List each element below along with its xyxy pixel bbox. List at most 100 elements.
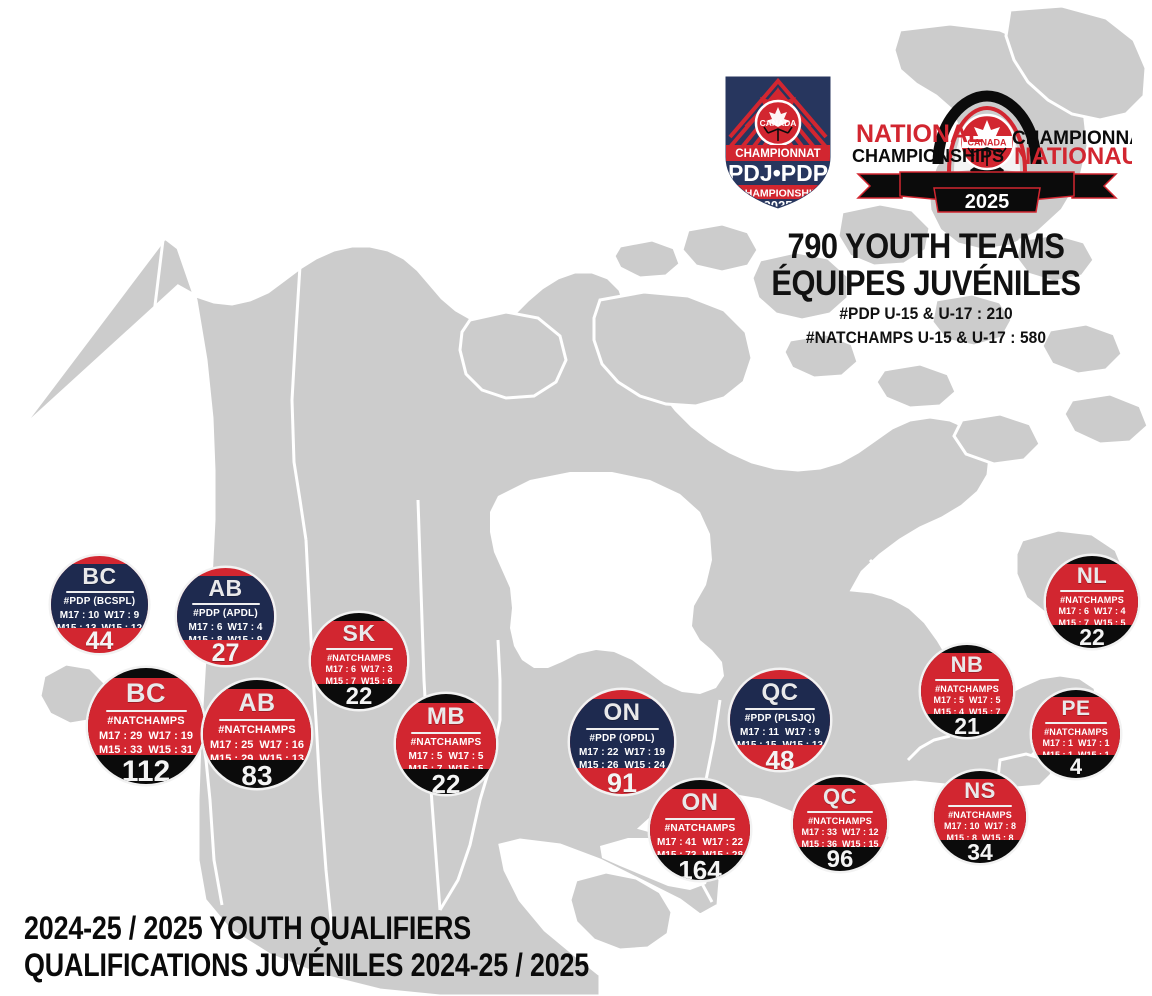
badge-inner-bc-natchamps: BC #NATCHAMPS M17 : 29 W17 : 19 M15 : 33 W15 … xyxy=(88,678,204,755)
count-lines: M17 : 5 W17 : 5 M15 : 7 W15 : 5 xyxy=(396,750,496,770)
badge-inner-ns-natchamps: NS #NATCHAMPS M17 : 10 W17 : 8 M15 : 8 W15 : … xyxy=(934,779,1026,840)
count-w17: W17 : 5 xyxy=(969,695,1001,706)
badge-divider xyxy=(325,648,393,650)
soccer-ball-lines xyxy=(763,126,793,141)
count-w15: W15 : 12 xyxy=(101,622,143,629)
count-w15: W15 : 13 xyxy=(259,752,305,760)
badge-on-pdp[interactable]: ON #PDP (OPDL) M17 : 22 W17 : 19 M15 : 26 W15… xyxy=(570,690,674,794)
count-lines: M17 : 10 W17 : 8 M15 : 8 W15 : 8 xyxy=(934,821,1026,840)
badge-nb-natchamps[interactable]: NB #NATCHAMPS M17 : 5 W17 : 5 M15 : 4 W15 : 7… xyxy=(921,645,1013,737)
row-u15: M15 : 29 W15 : 13 xyxy=(203,752,311,760)
count-m15: M15 : 1 xyxy=(1042,750,1073,755)
headline-en: 790 YOUTH TEAMS xyxy=(787,227,1065,266)
count-m17: M17 : 41 xyxy=(656,836,697,848)
province-code: NB xyxy=(950,653,984,677)
count-lines: M17 : 6 W17 : 3 M15 : 7 W15 : 6 xyxy=(311,664,407,684)
province-code: AB xyxy=(238,689,276,717)
badge-on-natchamps[interactable]: ON #NATCHAMPS M17 : 41 W17 : 22 M15 : 73 W15 … xyxy=(650,780,750,880)
row-u15: M15 : 8 W15 : 9 xyxy=(177,634,274,641)
province-code: PE xyxy=(1061,697,1091,720)
province-code: MB xyxy=(426,703,466,730)
badge-total: 83 xyxy=(241,760,273,789)
count-w15: W15 : 5 xyxy=(448,763,484,770)
count-w15: W15 : 28 xyxy=(702,849,744,856)
badge-total: 112 xyxy=(121,755,171,785)
count-w15: W15 : 31 xyxy=(148,743,194,755)
row-u17: M17 : 10 W17 : 9 xyxy=(51,609,148,622)
badge-total: 48 xyxy=(765,745,795,770)
row-u15: M15 : 13 W15 : 12 xyxy=(51,622,148,629)
badge-ab-pdp[interactable]: AB #PDP (APDL) M17 : 6 W17 : 4 M15 : 8 W15 : … xyxy=(177,568,274,665)
badge-total: 22 xyxy=(345,683,373,709)
footer-line-fr: QUALIFICATIONS JUVÉNILES 2024-25 / 2025 xyxy=(24,946,590,983)
ellesmere-island xyxy=(1004,4,1148,122)
program-label: #NATCHAMPS xyxy=(410,737,482,748)
badge-total: 34 xyxy=(967,839,993,864)
badge-divider xyxy=(105,710,187,712)
row-u17: M17 : 6 W17 : 4 xyxy=(1046,606,1138,618)
arctic-island-f xyxy=(612,238,682,280)
roundel-canada-text: CANADA xyxy=(760,118,797,128)
badge-inner-on-pdp: ON #PDP (OPDL) M17 : 22 W17 : 19 M15 : 26 W15… xyxy=(570,699,674,768)
badge-divider xyxy=(411,732,481,734)
count-m15: M15 : 15 xyxy=(736,739,777,746)
badge-nl-natchamps[interactable]: NL #NATCHAMPS M17 : 6 W17 : 4 M15 : 7 W15 : 5… xyxy=(1046,556,1138,648)
badge-total: 96 xyxy=(826,846,854,872)
arctic-island-d xyxy=(930,292,1014,348)
count-m17: M17 : 11 xyxy=(740,726,779,738)
wordmark-text: PDJ•PDP xyxy=(728,160,828,186)
border-nt-nu xyxy=(290,265,308,541)
count-m15: M15 : 7 xyxy=(408,763,443,770)
arctic-island-a xyxy=(750,250,850,322)
ball-arc-red xyxy=(947,105,1027,173)
badge-inner-nb-natchamps: NB #NATCHAMPS M17 : 5 W17 : 5 M15 : 4 W15 : 7 xyxy=(921,653,1013,714)
count-w17: W17 : 19 xyxy=(148,729,194,742)
arctic-island-g xyxy=(1040,322,1124,376)
count-lines: M17 : 6 W17 : 4 M15 : 8 W15 : 9 xyxy=(177,621,274,641)
badge-ab-natchamps[interactable]: AB #NATCHAMPS M17 : 25 W17 : 16 M15 : 29 W15 … xyxy=(203,680,311,788)
count-m17: M17 : 10 xyxy=(59,609,100,621)
badge-bc-pdp[interactable]: BC #PDP (BCSPL) M17 : 10 W17 : 9 M15 : 13 W15… xyxy=(51,556,148,653)
badge-ns-natchamps[interactable]: NS #NATCHAMPS M17 : 10 W17 : 8 M15 : 8 W15 : … xyxy=(934,771,1026,863)
count-w15: W15 : 1 xyxy=(1078,750,1110,755)
badge-sk-natchamps[interactable]: SK #NATCHAMPS M17 : 6 W17 : 3 M15 : 7 W15 : 6… xyxy=(311,613,407,709)
count-w15: W15 : 24 xyxy=(624,759,666,769)
badge-total: 4 xyxy=(1069,754,1083,778)
count-m15: M15 : 36 xyxy=(801,839,837,847)
badge-divider xyxy=(935,679,999,681)
row-u17: M17 : 5 W17 : 5 xyxy=(396,750,496,763)
count-w15: W15 : 13 xyxy=(782,739,824,746)
province-borders xyxy=(144,239,968,931)
count-w17: W17 : 8 xyxy=(984,821,1017,832)
count-w17: W17 : 16 xyxy=(259,738,305,751)
headline-wrap: 790 YOUTH TEAMS ÉQUIPES JUVÉNILES #PDP U… xyxy=(700,228,1152,349)
logo-text-championships: CHAMPIONSHIPS xyxy=(852,146,1004,166)
row-u15: M15 : 33 W15 : 31 xyxy=(88,743,204,755)
count-lines: M17 : 6 W17 : 4 M15 : 7 W15 : 5 xyxy=(1046,606,1138,625)
count-m15: M15 : 4 xyxy=(933,707,964,714)
arctic-island-h xyxy=(782,332,860,380)
count-m17: M17 : 6 xyxy=(1058,606,1089,617)
row-u15: M15 : 7 W15 : 6 xyxy=(311,676,407,684)
hudson-bay-cutout xyxy=(490,472,724,694)
program-label: #NATCHAMPS xyxy=(1060,595,1124,605)
count-w17: W17 : 4 xyxy=(227,621,263,633)
count-w17: W17 : 9 xyxy=(104,609,140,621)
badge-qc-natchamps[interactable]: QC #NATCHAMPS M17 : 33 W17 : 12 M15 : 36 W15 … xyxy=(793,777,887,871)
wordmark-band xyxy=(726,161,830,185)
banner-bottom-text: CHAMPIONSHIP xyxy=(737,188,819,200)
count-m15: M15 : 13 xyxy=(56,622,97,629)
badge-divider xyxy=(665,818,735,820)
badge-mb-natchamps[interactable]: MB #NATCHAMPS M17 : 5 W17 : 5 M15 : 7 W15 : 5… xyxy=(396,694,496,794)
count-lines: M17 : 1 W17 : 1 M15 : 1 W15 : 1 xyxy=(1032,738,1120,755)
row-u15: M15 : 7 W15 : 5 xyxy=(1046,618,1138,625)
subline-natchamps: #NATCHAMPS U-15 & U-17 : 580 xyxy=(805,328,1047,347)
row-u15: M15 : 7 W15 : 5 xyxy=(396,763,496,770)
arctic-island-e xyxy=(1014,232,1096,284)
badge-qc-pdp[interactable]: QC #PDP (PLSJQ) M17 : 11 W17 : 9 M15 : 15 W15… xyxy=(730,670,830,770)
count-w15: W15 : 15 xyxy=(842,839,879,847)
row-u15: M15 : 1 W15 : 1 xyxy=(1032,750,1120,755)
badge-bc-natchamps[interactable]: BC #NATCHAMPS M17 : 29 W17 : 19 M15 : 33 W15 … xyxy=(88,668,204,784)
